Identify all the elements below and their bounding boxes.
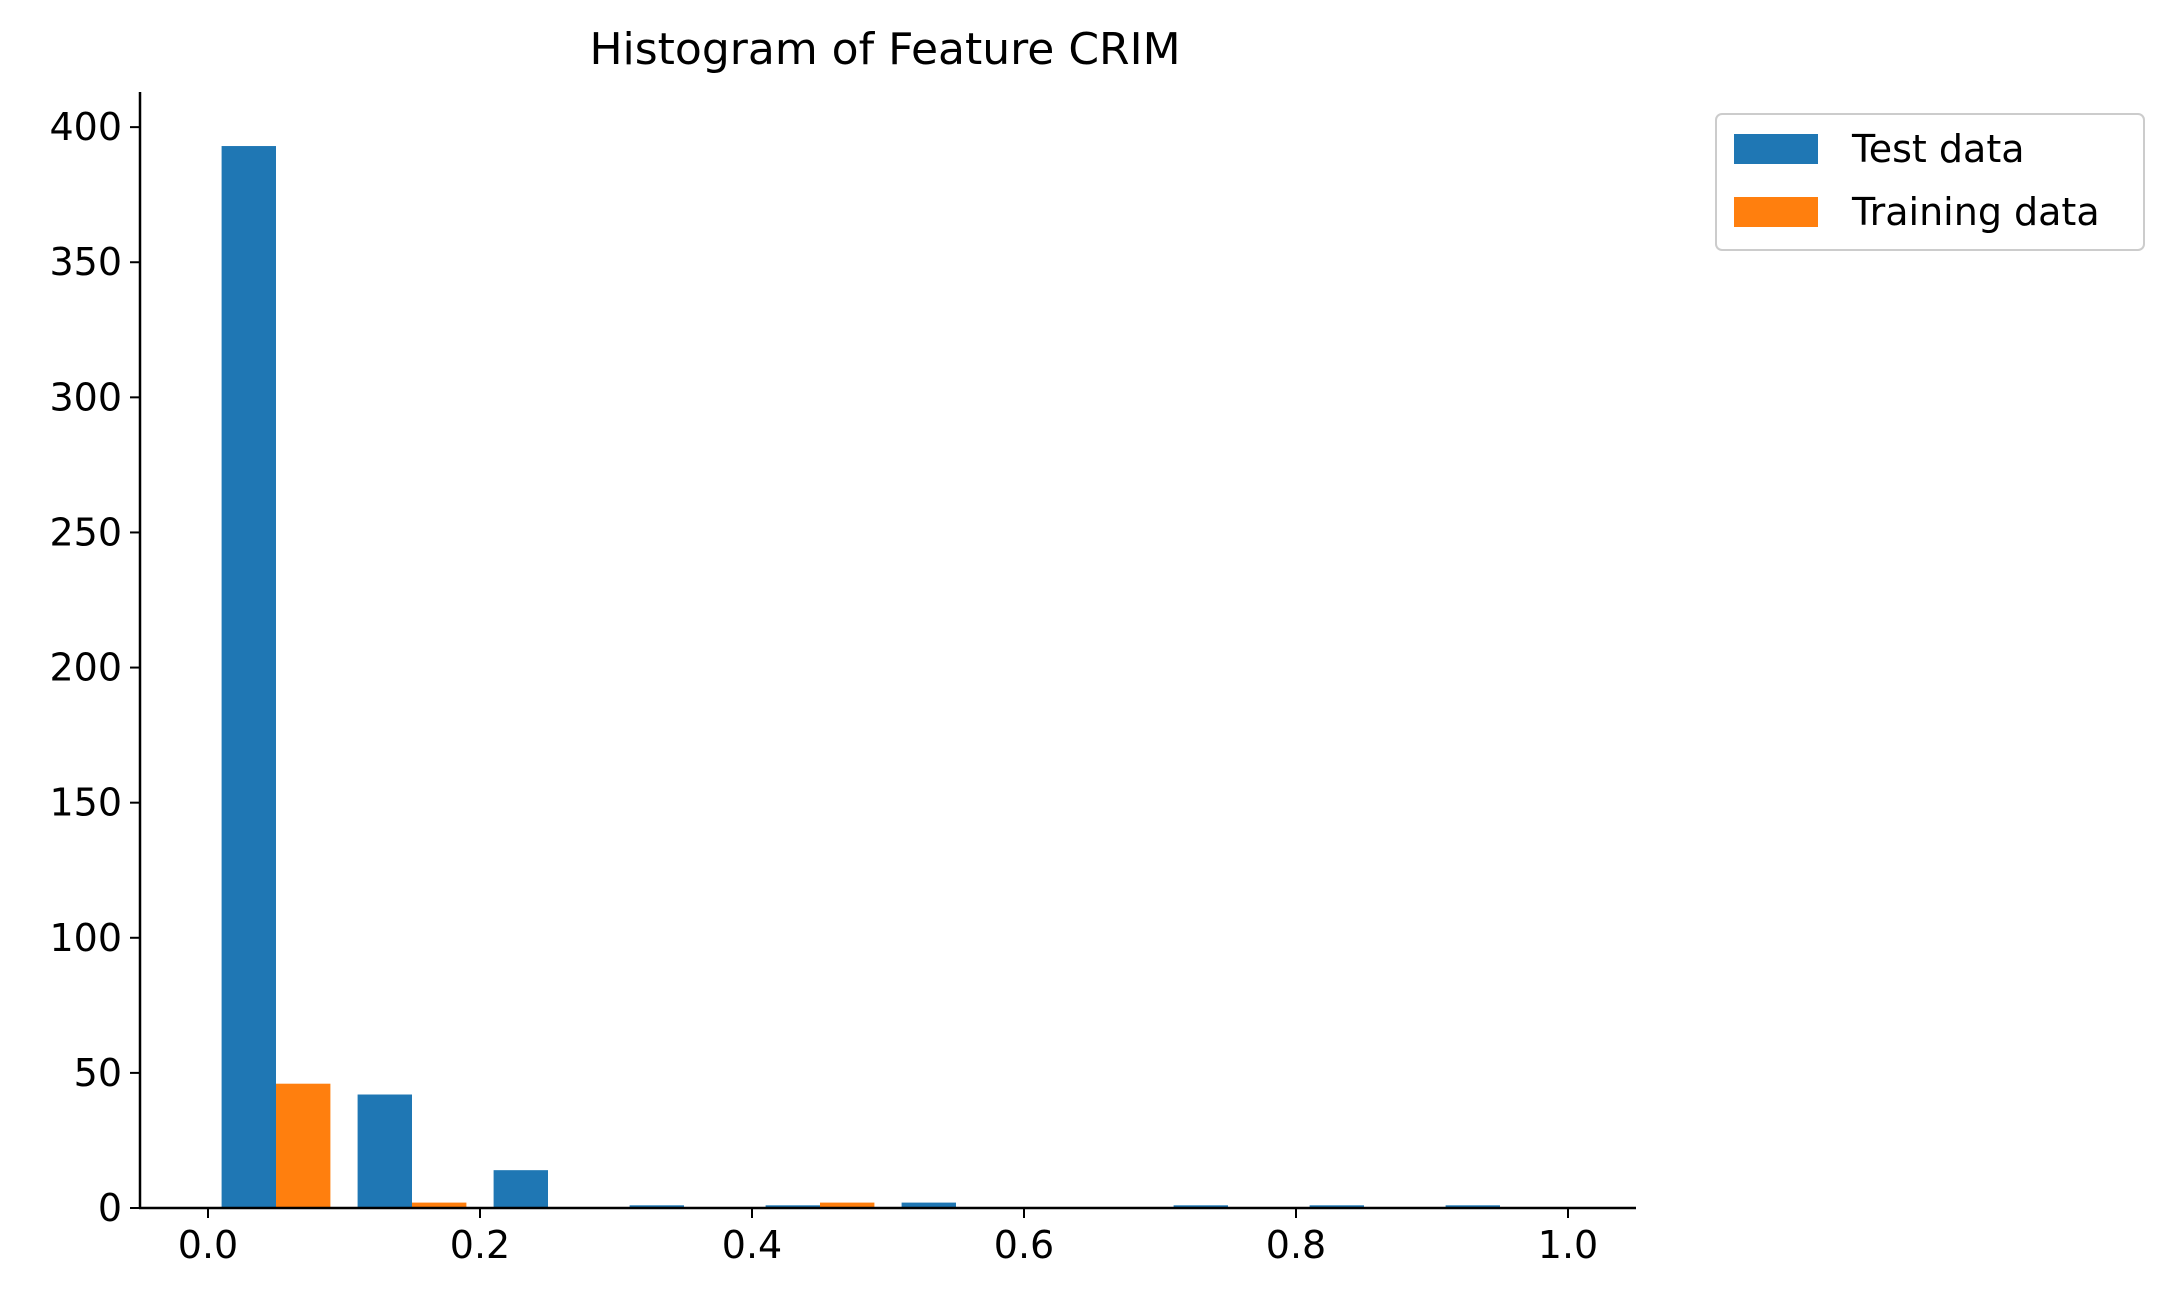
x-tick-label: 0.4 <box>722 1223 782 1267</box>
legend-label: Training data <box>1851 190 2100 234</box>
x-tick-label: 0.2 <box>450 1223 510 1267</box>
bar-training-data-4 <box>820 1202 875 1208</box>
y-tick-label: 100 <box>49 916 122 960</box>
bar-test-data-3 <box>629 1205 684 1208</box>
axes-group: 0.0 0.2 0.4 0.6 0.8 1.0 0 50 100 150 200 250 300 350 4… <box>49 92 1636 1267</box>
bar-training-data-1 <box>412 1202 467 1208</box>
legend: Test data Training data <box>1715 113 2145 251</box>
legend-swatch <box>1734 197 1818 227</box>
bars-group <box>221 146 1500 1208</box>
bar-test-data-9 <box>1445 1205 1500 1208</box>
bar-test-data-4 <box>765 1205 820 1208</box>
legend-swatch <box>1734 134 1818 164</box>
y-tick-label: 350 <box>49 240 122 284</box>
chart-title: Histogram of Feature CRIM <box>589 24 1180 75</box>
bar-test-data-8 <box>1309 1205 1364 1208</box>
x-tick-label: 1.0 <box>1538 1223 1598 1267</box>
y-tick-label: 200 <box>49 646 122 690</box>
bar-test-data-1 <box>357 1094 412 1208</box>
bar-test-data-2 <box>493 1170 548 1208</box>
x-tick-label: 0.6 <box>994 1223 1054 1267</box>
y-tick-label: 300 <box>49 375 122 419</box>
bar-test-data-0 <box>221 146 276 1208</box>
x-tick-label: 0.8 <box>1266 1223 1326 1267</box>
x-tick-label: 0.0 <box>178 1223 238 1267</box>
y-tick-label: 250 <box>49 510 122 554</box>
y-tick-label: 150 <box>49 781 122 825</box>
y-tick-label: 50 <box>74 1051 122 1095</box>
bar-training-data-0 <box>276 1083 331 1208</box>
legend-box <box>1715 113 2145 251</box>
legend-label: Test data <box>1851 127 2025 171</box>
bar-test-data-5 <box>901 1202 956 1208</box>
y-tick-label: 0 <box>98 1186 122 1230</box>
bar-test-data-7 <box>1173 1205 1228 1208</box>
y-tick-label: 400 <box>49 105 122 149</box>
